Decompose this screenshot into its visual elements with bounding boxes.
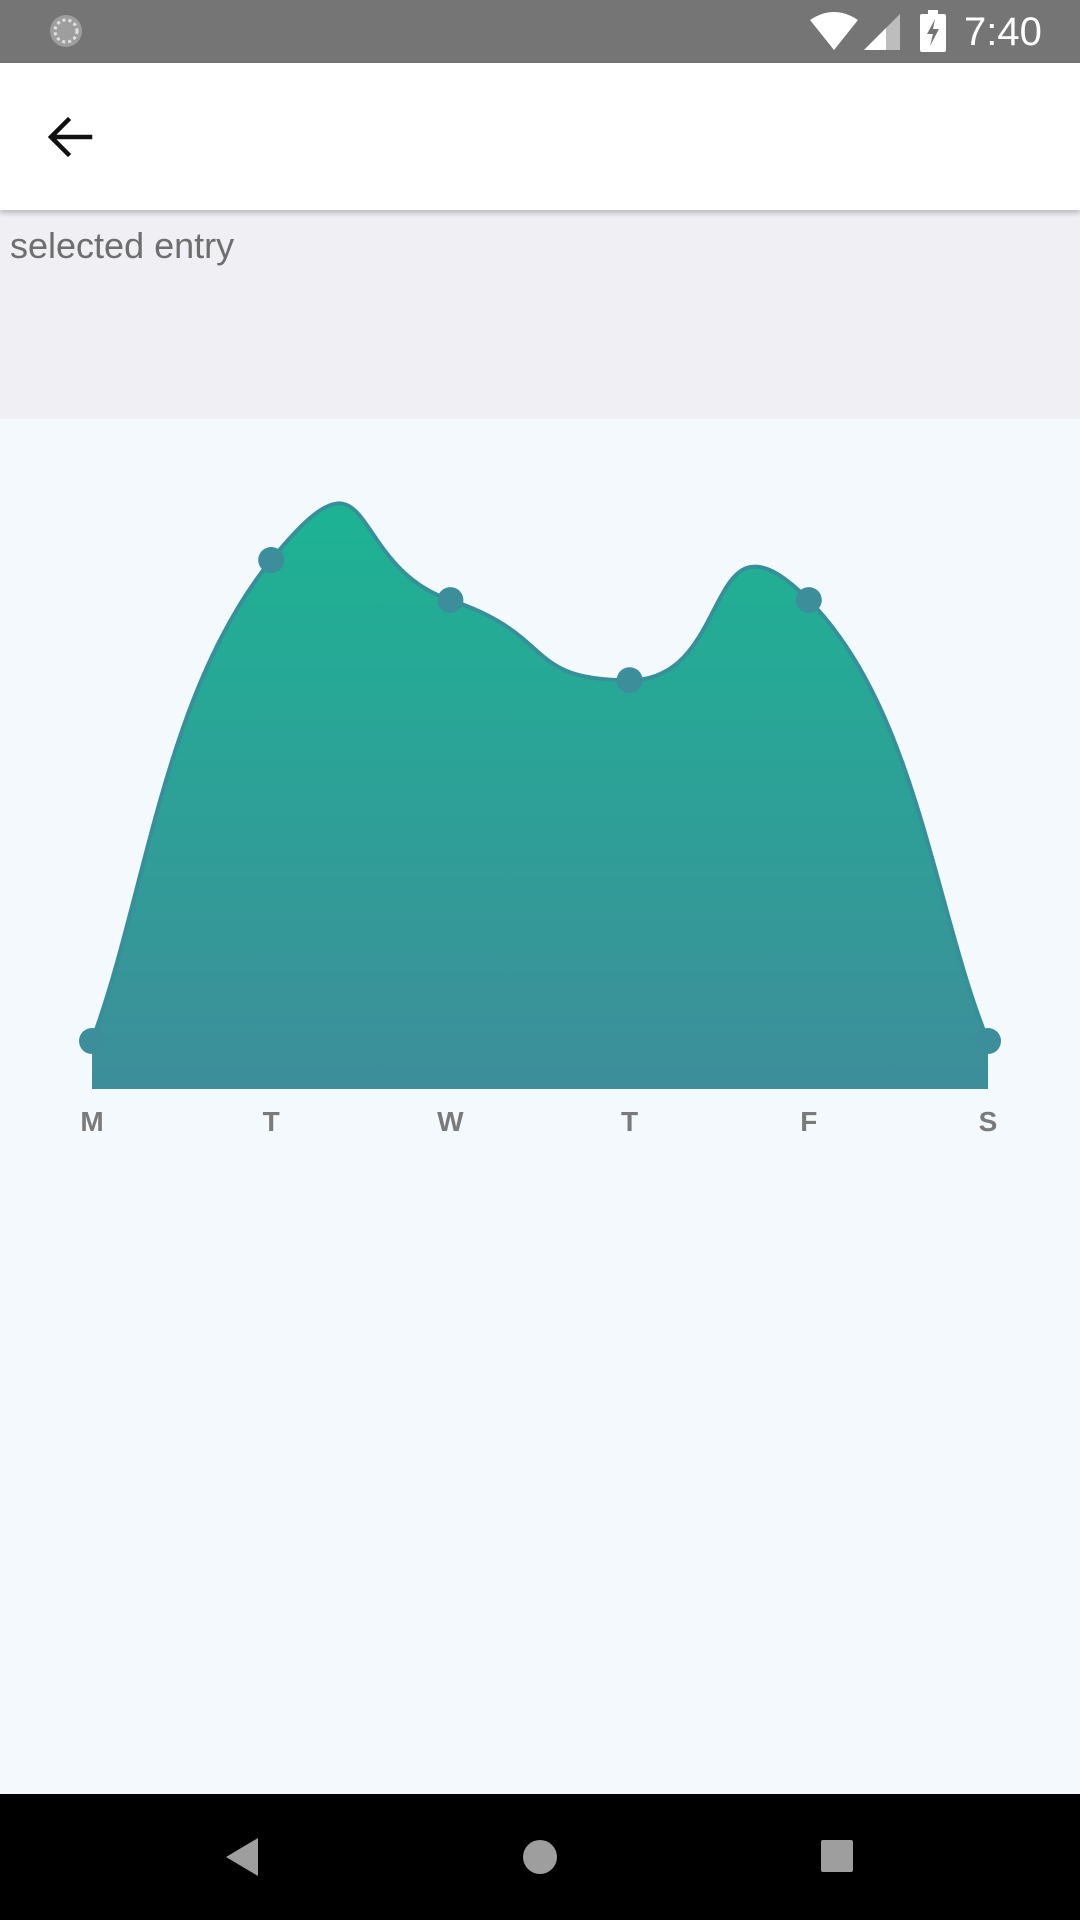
recents-square-icon[interactable] [818, 1837, 856, 1875]
home-circle-icon[interactable] [520, 1837, 560, 1877]
data-point[interactable] [258, 547, 285, 573]
status-bar: 7:40 [0, 0, 1080, 63]
area-layer [90, 501, 990, 1089]
area-fill [92, 503, 988, 1089]
battery-charging-icon [920, 10, 946, 52]
series-line [90, 501, 990, 1042]
selected-entry-panel: selected entry [0, 210, 1080, 419]
x-tick-label: T [621, 1106, 638, 1137]
navigation-bar [0, 1794, 1080, 1920]
app-bar [0, 63, 1080, 210]
signal-icon [864, 14, 900, 50]
arrow-left-icon[interactable] [44, 111, 96, 163]
points-layer [79, 547, 1001, 1054]
x-tick-label: S [979, 1106, 998, 1137]
selected-entry-label: selected entry [10, 225, 235, 266]
x-tick-label: M [80, 1106, 103, 1137]
status-clock: 7:40 [964, 10, 1042, 54]
back-triangle-icon[interactable] [222, 1834, 262, 1880]
data-point[interactable] [975, 1028, 1001, 1054]
x-tick-label: W [437, 1106, 464, 1137]
data-point[interactable] [437, 587, 464, 614]
sync-icon [50, 15, 82, 47]
data-point[interactable] [795, 587, 822, 614]
x-tick-label: F [800, 1106, 817, 1137]
data-point[interactable] [79, 1028, 105, 1054]
data-point[interactable] [616, 667, 643, 694]
wifi-icon [810, 12, 858, 50]
x-tick-label: T [263, 1106, 280, 1137]
